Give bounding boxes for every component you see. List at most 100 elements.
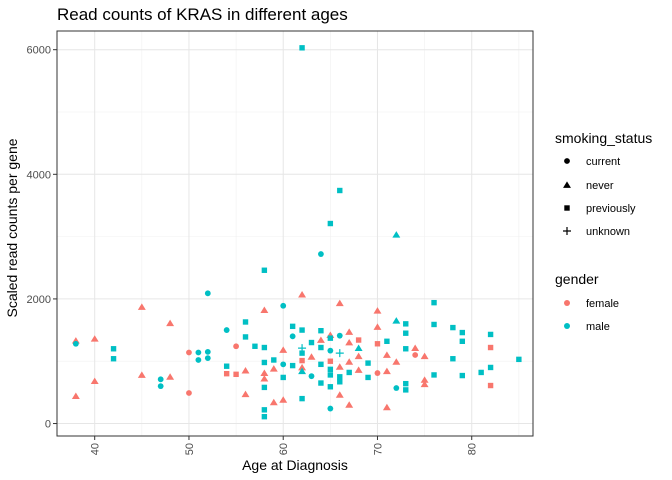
data-point — [318, 361, 324, 368]
data-point — [157, 376, 164, 383]
data-point — [299, 45, 305, 51]
data-point — [335, 363, 344, 370]
data-point — [261, 384, 268, 391]
data-point — [354, 366, 363, 373]
data-point — [318, 380, 324, 386]
data-point — [373, 307, 382, 314]
data-point — [223, 363, 230, 369]
data-point — [345, 358, 354, 365]
data-point — [420, 376, 429, 383]
data-point — [412, 352, 419, 358]
data-point — [110, 356, 117, 362]
data-point — [299, 395, 305, 402]
legend-label-current: current — [586, 156, 620, 168]
x-tick-label: 40 — [90, 443, 102, 455]
data-point — [403, 346, 409, 352]
legend-title-gender: gender — [555, 271, 599, 287]
data-point — [403, 387, 409, 393]
data-point — [289, 362, 296, 369]
data-point — [242, 334, 249, 340]
data-point — [204, 355, 211, 362]
y-tick-label: 2000 — [27, 294, 51, 306]
data-point — [374, 341, 381, 347]
y-tick-label: 6000 — [27, 45, 51, 57]
data-point — [392, 231, 401, 238]
data-point — [72, 340, 79, 347]
data-point — [318, 328, 324, 334]
data-point — [269, 365, 278, 372]
data-point — [335, 391, 344, 398]
data-point — [308, 339, 315, 346]
data-point — [299, 327, 305, 333]
data-point — [307, 353, 316, 360]
legend-label-previously: previously — [586, 203, 636, 215]
data-point — [280, 361, 287, 368]
data-point — [487, 382, 494, 389]
data-point — [327, 366, 334, 373]
chart-title: Read counts of KRAS in different ages — [57, 5, 348, 24]
data-point — [345, 338, 354, 346]
data-point — [204, 290, 211, 297]
data-point — [241, 390, 250, 398]
data-point — [260, 306, 269, 314]
data-point — [431, 299, 437, 306]
x-tick-label: 60 — [278, 443, 290, 455]
data-point — [261, 407, 268, 413]
legend-label-never: never — [586, 180, 614, 192]
data-point — [354, 344, 363, 352]
data-point — [252, 343, 258, 349]
x-axis-ticks: 40 50 60 70 80 — [90, 436, 479, 455]
data-point — [327, 347, 334, 354]
data-point — [269, 398, 278, 406]
data-point — [279, 346, 288, 353]
data-point — [137, 371, 146, 378]
data-point — [345, 401, 354, 408]
data-point — [335, 299, 344, 307]
data-point — [365, 360, 371, 366]
data-point — [195, 349, 202, 356]
data-point — [186, 390, 192, 396]
major-gridlines — [57, 31, 533, 436]
data-point — [308, 373, 315, 380]
data-point — [392, 317, 401, 324]
data-point — [327, 384, 334, 390]
data-point — [516, 356, 522, 363]
legend-label-male: male — [586, 321, 610, 333]
panel-border — [56, 30, 534, 437]
y-tick-label: 0 — [45, 419, 51, 431]
data-point — [487, 344, 494, 351]
data-point — [90, 335, 99, 342]
data-point — [233, 371, 239, 378]
data-point — [373, 323, 382, 330]
data-point — [327, 220, 334, 227]
data-point — [157, 383, 164, 390]
data-point — [487, 364, 494, 371]
data-point — [298, 367, 307, 375]
data-point — [411, 344, 420, 352]
data-point — [261, 413, 268, 420]
data-point — [261, 359, 268, 366]
data-point — [403, 321, 409, 327]
data-point — [289, 333, 296, 340]
data-point — [289, 323, 296, 330]
legend-key-male — [564, 323, 570, 329]
data-point — [279, 396, 288, 403]
legend-key-female — [564, 300, 570, 306]
data-point — [71, 392, 80, 400]
legend-title-smoking-status: smoking_status — [555, 130, 652, 146]
data-point — [318, 344, 324, 351]
data-point — [223, 370, 230, 377]
data-point — [337, 374, 343, 380]
data-point — [382, 367, 391, 375]
data-points — [71, 45, 522, 420]
x-axis-title: Age at Diagnosis — [242, 457, 348, 473]
data-point — [354, 352, 363, 360]
data-point — [318, 251, 324, 257]
x-tick-label: 70 — [372, 443, 384, 455]
data-point — [110, 346, 117, 352]
data-point — [327, 335, 334, 341]
data-point — [298, 290, 307, 298]
data-point — [166, 319, 175, 327]
